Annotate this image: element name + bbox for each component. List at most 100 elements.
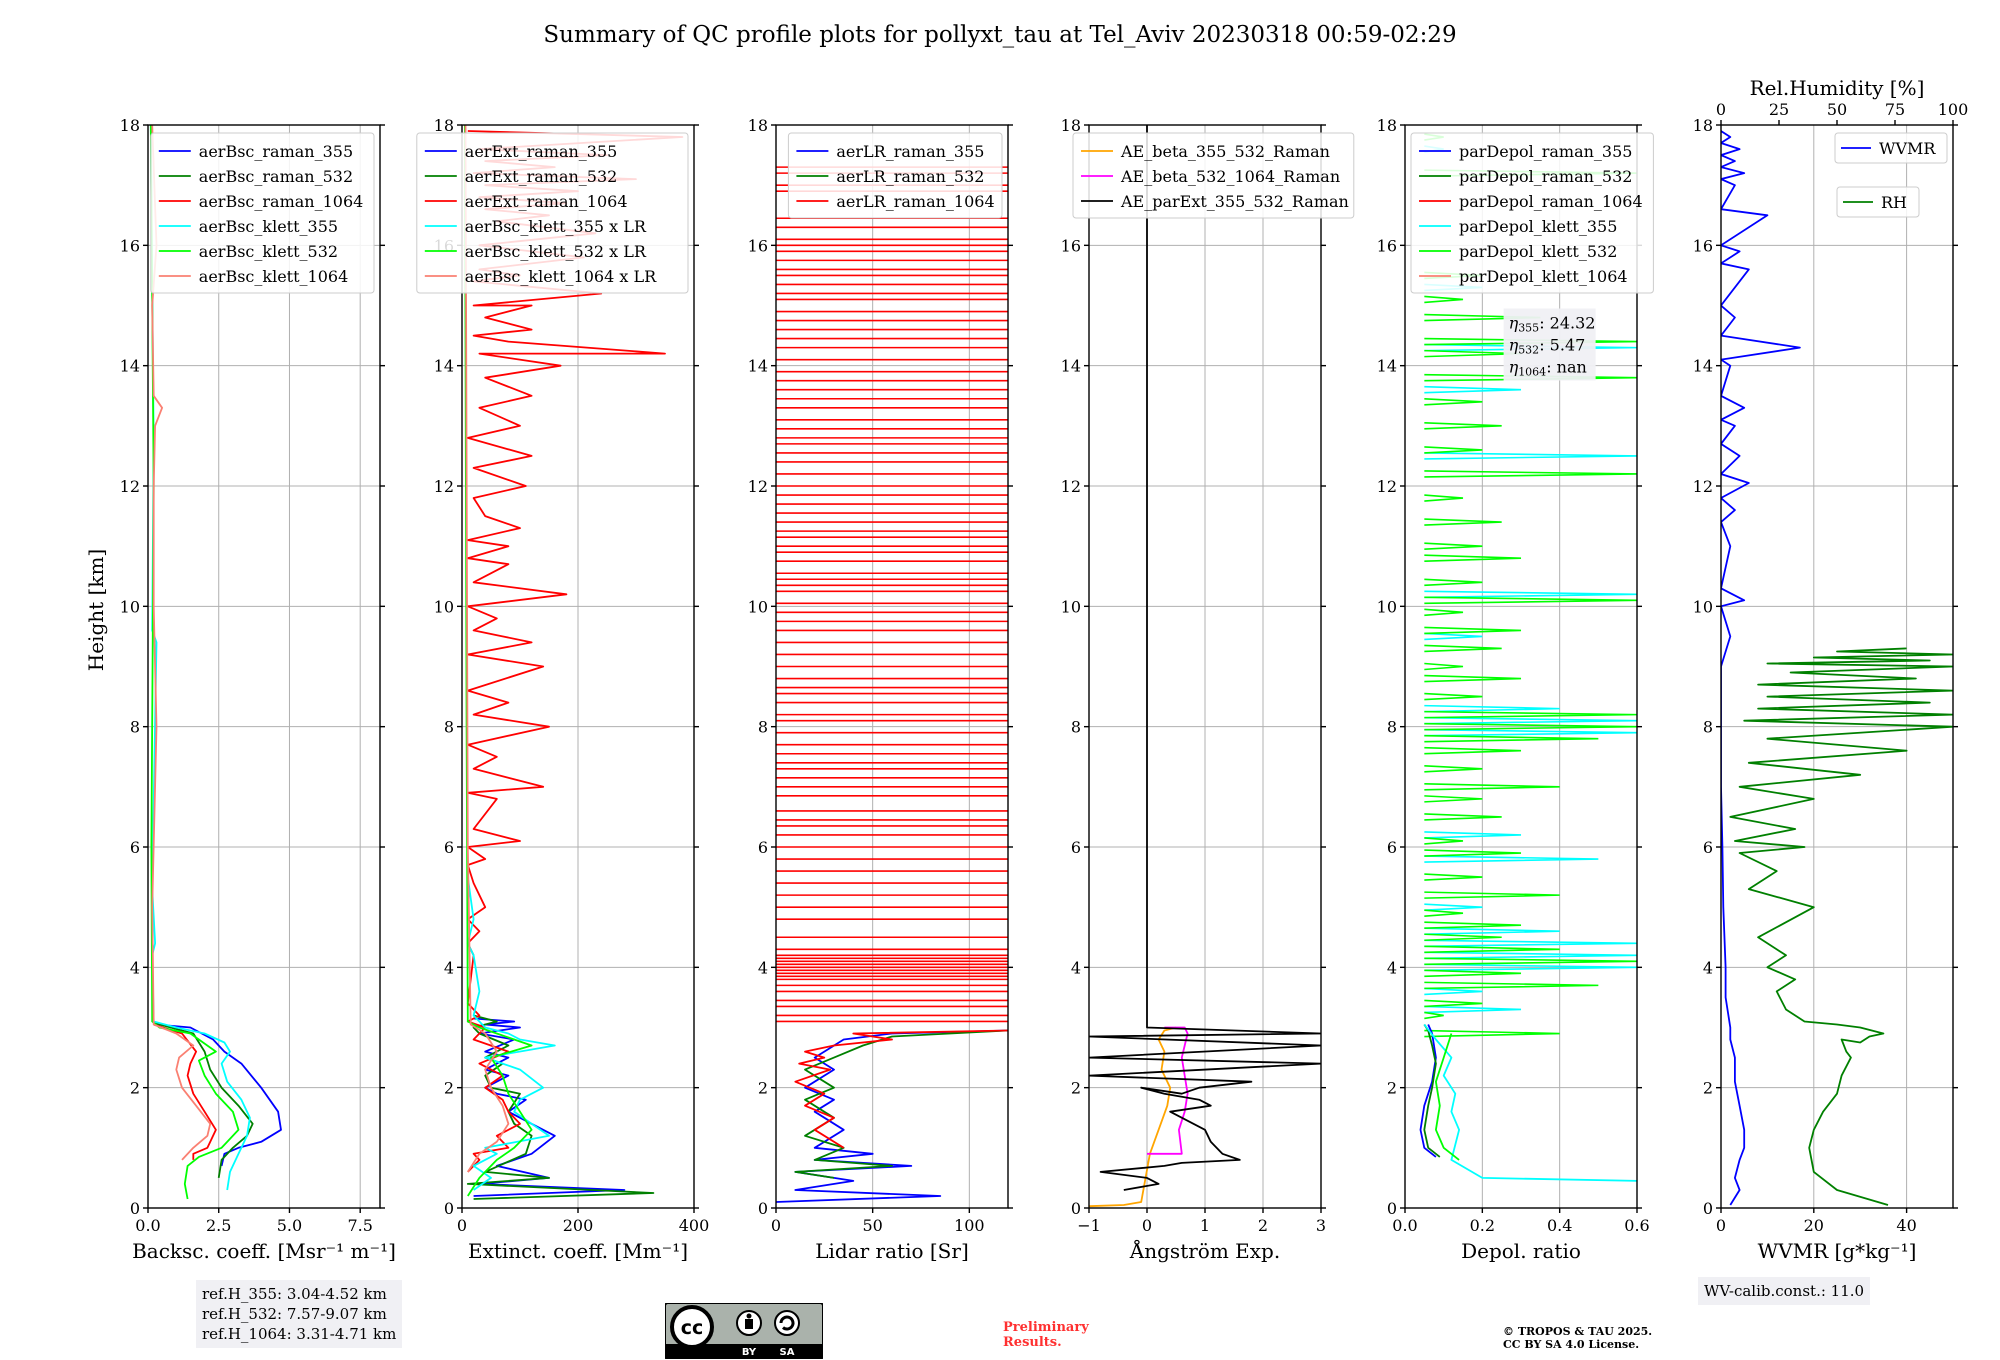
panel-lr: 0 2 4 6 8 10 12 14 16 18 0 50 100 Lidar ratio [Sr] aer… (748, 116, 1013, 1263)
series-line-aerbsc-klett-532-x-lr (463, 125, 533, 1197)
series-line-pardepol-klett-532-spike (1424, 1029, 1560, 1038)
series-line-pardepol-klett-532-spike (1424, 596, 1637, 605)
series-line-pardepol-klett-532-spike (1424, 945, 1560, 954)
legend-label: parDepol_klett_355 (1459, 217, 1617, 236)
ref-h-1064: ref.H_1064: 3.31-4.71 km (202, 1325, 397, 1343)
eta-355-text: η355: 24.32 (1509, 314, 1596, 335)
eta-355-value: 24.32 (1550, 314, 1596, 333)
x-tick-label: 400 (679, 1216, 710, 1235)
y-tick-label: 14 (1061, 357, 1081, 376)
axes-frame (1404, 124, 1638, 1209)
legend-bsc: aerBsc_raman_355 aerBsc_raman_532 aerBsc_r… (150, 132, 375, 294)
series-line-pardepol-klett-532-spike (1424, 734, 1599, 743)
x-tick-label: 0.0 (1392, 1216, 1417, 1235)
y-tick-label: 2 (1387, 1079, 1397, 1098)
x-axis-label: Depol. ratio (1461, 1239, 1581, 1263)
legend-label: parDepol_raman_355 (1459, 142, 1632, 161)
legend-label: WVMR (1879, 139, 1936, 158)
series-line-pardepol-klett-532-spike (1424, 722, 1637, 731)
series-line-pardepol-klett-355 (1423, 1023, 1637, 1182)
y-tick-label: 18 (434, 116, 454, 135)
series-line-pardepol-klett-532-spike (1424, 422, 1502, 430)
cc-by-sa-badge: cc BY SA (665, 1303, 823, 1359)
copyright-line-2: CC BY SA 4.0 License. (1503, 1338, 1640, 1351)
y-tick-label: 10 (748, 597, 768, 616)
plot-area (776, 166, 1008, 1203)
series-line-pardepol-klett-532-spike (1424, 608, 1464, 617)
y-tick-label: 4 (444, 958, 454, 977)
legend-wv: WVMR RH (1834, 132, 1948, 218)
x-axis-label: Backsc. coeff. [Msr⁻¹ m⁻¹] (132, 1239, 396, 1263)
x-tick-label: 50 (862, 1216, 882, 1235)
series-line-pardepol-klett-532-spike (1424, 783, 1560, 791)
legend-label: aerLR_raman_1064 (836, 192, 994, 211)
preliminary-line-2: Results. (1003, 1335, 1062, 1350)
series-line-pardepol-raman-532 (1423, 1024, 1441, 1158)
eta-box (1503, 308, 1596, 381)
series-line-pardepol-klett-532-spike (1424, 981, 1599, 990)
y-tick-label: 8 (1703, 718, 1713, 737)
series-line-pardepol-klett-355-spike (1424, 831, 1522, 839)
eta-1064-value: nan (1557, 358, 1587, 377)
x-tick-label: 0.4 (1547, 1216, 1572, 1235)
series-line-ae-beta-532-1064-raman (1147, 1026, 1189, 1155)
legend-label: aerBsc_klett_1064 x LR (465, 267, 657, 286)
x-tick-label: 2.5 (206, 1216, 231, 1235)
series-line-pardepol-klett-532-spike (1424, 909, 1464, 917)
series-line-pardepol-klett-355-spike (1424, 951, 1637, 960)
series-line-pardepol-klett-355-spike (1424, 704, 1560, 713)
legend-label: aerBsc_raman_532 (199, 167, 353, 186)
legend-box (1072, 132, 1355, 219)
x-tick-label: 0 (771, 1216, 781, 1235)
copyright-line-1: © TROPOS & TAU 2025. (1503, 1325, 1653, 1338)
y-tick-label: 16 (748, 236, 768, 255)
series-line-pardepol-klett-532-spike (1424, 933, 1502, 942)
series-line-pardepol-klett-532-spike (1424, 446, 1483, 454)
panel-depol: 0 2 4 6 8 10 12 14 16 18 0.0 0.2 0.4 0.6 Depol. ratio p… (1377, 116, 1654, 1263)
legend-label: AE_beta_532_1064_Raman (1120, 167, 1340, 186)
preliminary-note: Preliminary Results. (1003, 1320, 1089, 1350)
preliminary-line-1: Preliminary (1003, 1320, 1089, 1335)
series-line-aerbsc-klett-1064 (151, 125, 212, 1161)
x-tick-label: 0.0 (135, 1216, 160, 1235)
y-tick-label: 4 (758, 958, 768, 977)
y-tick-label: 12 (1693, 477, 1713, 496)
x-tick-label: 7.5 (347, 1216, 372, 1235)
x-tick-label: 0 (1716, 1216, 1726, 1235)
series-line-pardepol-klett-532-spike (1424, 957, 1637, 966)
series-line-ae-beta-355-532-raman (1089, 1026, 1177, 1208)
legend-box (1834, 132, 1948, 164)
y-tick-label: 8 (444, 718, 454, 737)
series-line-pardepol-klett-532-spike (1424, 1011, 1444, 1020)
y-tick-label: 0 (1071, 1199, 1081, 1218)
y-tick-label: 2 (1071, 1079, 1081, 1098)
x-tick-label: 0 (1142, 1216, 1152, 1235)
series-line-pardepol-klett-532-spike (1424, 470, 1637, 478)
series-line-aerlr-raman-532 (794, 1029, 1008, 1179)
y-tick-label: 0 (1703, 1199, 1713, 1218)
series-line-pardepol-klett-532-spike (1424, 999, 1483, 1008)
series-line-pardepol-klett-532-spike (1424, 710, 1637, 719)
series-line-aerlr-raman-355 (776, 1029, 1008, 1203)
top-x-tick-label: 75 (1885, 100, 1905, 119)
x-axis-label: Extinct. coeff. [Mm⁻¹] (468, 1239, 688, 1263)
y-tick-label: 4 (130, 958, 140, 977)
legend-label: aerLR_raman_355 (836, 142, 984, 161)
figure-title: Summary of QC profile plots for pollyxt_… (543, 22, 1457, 48)
y-tick-label: 6 (130, 838, 140, 857)
y-tick-label: 0 (444, 1199, 454, 1218)
cc-icon (670, 1305, 714, 1349)
series-line-pardepol-klett-355-spike (1424, 855, 1599, 863)
y-tick-label: 4 (1387, 958, 1397, 977)
x-tick-label: −1 (1077, 1216, 1101, 1235)
ref-h-532: ref.H_532: 7.57-9.07 km (202, 1305, 387, 1323)
plot-area (1721, 130, 1953, 1206)
y-tick-label: 12 (748, 477, 768, 496)
series-line-pardepol-klett-355-spike (1424, 632, 1483, 641)
y-tick-label: 14 (748, 357, 768, 376)
x-axis-label: Ångström Exp. (1129, 1238, 1280, 1263)
y-tick-label: 18 (120, 116, 140, 135)
legend-label: AE_beta_355_532_Raman (1120, 142, 1330, 161)
top-x-axis-label: Rel.Humidity [%] (1750, 76, 1925, 100)
